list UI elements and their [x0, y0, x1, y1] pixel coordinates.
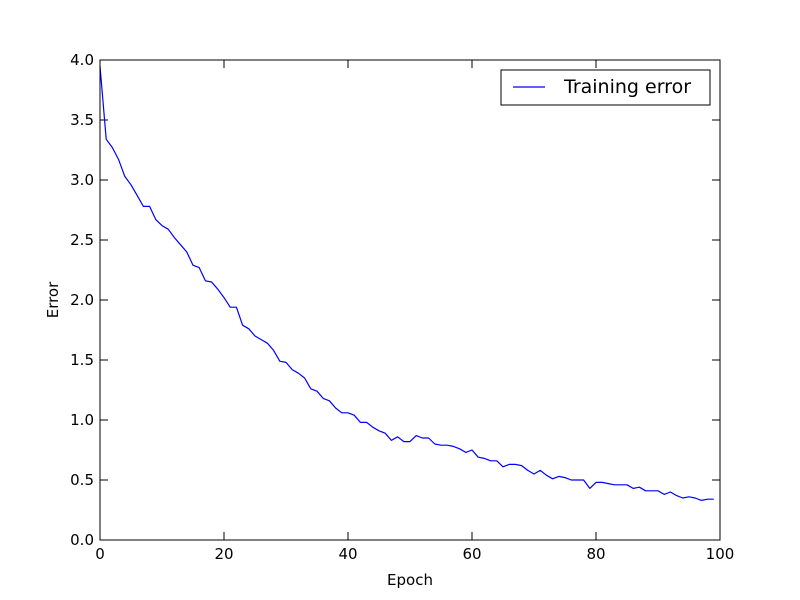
ticks-layer: 0 20 40 60 80 100 0.0 0.5 1.0 1.5 2.0 2.5 3.0 3.5 4.0	[70, 51, 734, 563]
legend-label-training-error: Training error	[563, 76, 691, 98]
y-tick-label: 1.0	[70, 411, 94, 429]
y-tick-label: 1.5	[70, 351, 94, 369]
x-tick-label: 40	[338, 545, 357, 563]
y-tick-label: 4.0	[70, 51, 94, 69]
x-tick-label: 60	[462, 545, 481, 563]
x-tick-label: 80	[586, 545, 605, 563]
y-axis-label: Error	[44, 281, 62, 318]
y-tick-label: 2.5	[70, 231, 94, 249]
x-axis-label: Epoch	[387, 571, 433, 589]
series-line-training-error	[99, 65, 714, 501]
y-tick-label: 2.0	[70, 291, 94, 309]
y-tick-label: 3.0	[70, 171, 94, 189]
x-tick-label: 20	[214, 545, 233, 563]
x-tick-label: 100	[706, 545, 735, 563]
y-tick-label: 0.5	[70, 471, 94, 489]
series-layer	[99, 65, 714, 501]
x-tick-label: 0	[95, 545, 105, 563]
y-tick-label: 3.5	[70, 111, 94, 129]
y-tick-label: 0.0	[70, 531, 94, 549]
plot-frame	[99, 59, 721, 541]
legend: Training error	[500, 69, 711, 106]
